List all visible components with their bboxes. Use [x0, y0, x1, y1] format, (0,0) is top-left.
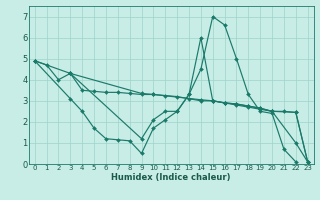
- X-axis label: Humidex (Indice chaleur): Humidex (Indice chaleur): [111, 173, 231, 182]
